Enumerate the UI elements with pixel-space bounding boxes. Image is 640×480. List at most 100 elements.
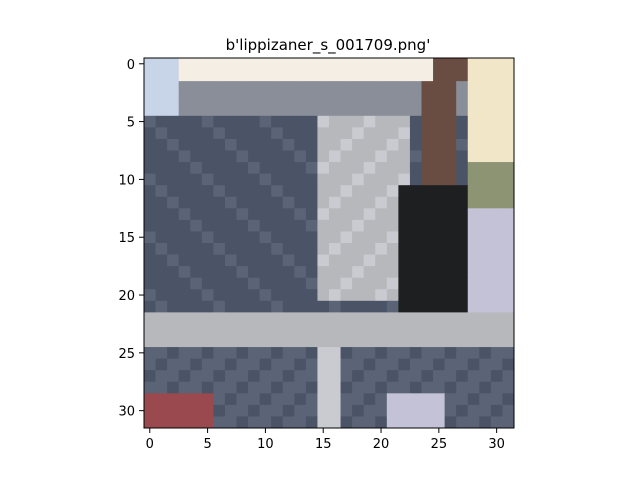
pixel-cell (271, 69, 284, 82)
pixel-cell (502, 370, 515, 383)
pixel-cell (213, 92, 226, 105)
pixel-cell (352, 104, 365, 117)
x-tick-label: 25 (431, 437, 448, 452)
pixel-cell (375, 81, 388, 94)
pixel-cell (386, 404, 399, 417)
pixel-cell (155, 243, 168, 255)
pixel-cell (236, 138, 249, 151)
pixel-cell (294, 115, 307, 128)
pixel-cell (375, 115, 388, 128)
pixel-cell (433, 173, 446, 186)
pixel-cell (456, 127, 469, 140)
pixel-cell (502, 138, 515, 151)
pixel-cell (201, 404, 214, 417)
pixel-cell (467, 243, 480, 255)
pixel-cell (490, 416, 503, 429)
y-tick-label: 10 (118, 173, 135, 188)
pixel-cell (386, 81, 399, 94)
pixel-cell (433, 300, 446, 313)
pixel-cell (479, 277, 492, 290)
pixel-cell (502, 104, 515, 117)
pixel-cell (305, 312, 318, 325)
pixel-cell (479, 323, 492, 336)
pixel-cell (444, 196, 457, 209)
pixel-cell (155, 219, 168, 232)
pixel-cell (259, 289, 272, 302)
pixel-cell (167, 127, 180, 140)
y-tick-label: 5 (127, 116, 135, 131)
pixel-cell (409, 173, 422, 186)
pixel-cell (317, 196, 330, 209)
pixel-cell (456, 69, 469, 82)
pixel-cell (167, 243, 180, 255)
pixel-cell (409, 358, 422, 371)
pixel-cell (340, 185, 353, 198)
pixel-cell (282, 138, 295, 151)
pixel-cell (386, 69, 399, 82)
pixel-cell (490, 231, 503, 244)
pixel-cell (259, 393, 272, 406)
pixel-cell (201, 127, 214, 140)
pixel-cell (502, 312, 515, 325)
pixel-cell (144, 381, 156, 394)
pixel-cell (363, 173, 376, 186)
pixel-cell (317, 92, 330, 105)
pixel-cell (421, 173, 434, 186)
pixel-cell (248, 289, 261, 302)
pixel-cell (467, 173, 480, 186)
pixel-cell (398, 138, 411, 151)
pixel-cell (236, 92, 249, 105)
pixel-cell (409, 208, 422, 221)
pixel-cell (375, 300, 388, 313)
pixel-cell (409, 196, 422, 209)
pixel-cell (352, 196, 365, 209)
pixel-cell (155, 335, 168, 348)
pixel-cell (386, 173, 399, 186)
pixel-cell (305, 104, 318, 117)
pixel-cell (305, 173, 318, 186)
pixel-cell (467, 69, 480, 82)
pixel-cell (479, 300, 492, 313)
pixel-cell (502, 196, 515, 209)
pixel-cell (467, 219, 480, 232)
pixel-cell (502, 300, 515, 313)
pixel-cell (433, 404, 446, 417)
pixel-cell (502, 173, 515, 186)
pixel-cell (363, 323, 376, 336)
pixel-cell (456, 231, 469, 244)
pixel-cell (236, 81, 249, 94)
pixel-cell (409, 92, 422, 105)
pixel-cell (305, 81, 318, 94)
pixel-cell (317, 231, 330, 244)
pixel-cell (167, 404, 180, 417)
pixel-cell (224, 208, 237, 221)
pixel-cell (421, 104, 434, 117)
pixel-cell (340, 404, 353, 417)
pixel-cell (248, 370, 261, 383)
pixel-cell (224, 335, 237, 348)
pixel-cell (375, 370, 388, 383)
pixel-cell (409, 231, 422, 244)
pixel-cell (201, 289, 214, 302)
pixel-cell (282, 162, 295, 175)
pixel-cell (282, 358, 295, 371)
pixel-cell (305, 266, 318, 279)
pixel-cell (386, 115, 399, 128)
pixel-cell (248, 381, 261, 394)
pixel-cell (421, 81, 434, 94)
pixel-cell (421, 254, 434, 267)
pixel-cell (201, 138, 214, 151)
pixel-cell (213, 266, 226, 279)
pixel-cell (398, 162, 411, 175)
pixel-cell (224, 219, 237, 232)
pixel-cell (456, 243, 469, 255)
pixel-cell (317, 208, 330, 221)
pixel-cell (467, 185, 480, 198)
pixel-cell (224, 150, 237, 163)
pixel-cell (340, 138, 353, 151)
pixel-cell (178, 138, 191, 151)
pixel-cell (329, 254, 341, 267)
pixel-cell (224, 92, 237, 105)
pixel-cell (305, 138, 318, 151)
pixel-cell (224, 162, 237, 175)
